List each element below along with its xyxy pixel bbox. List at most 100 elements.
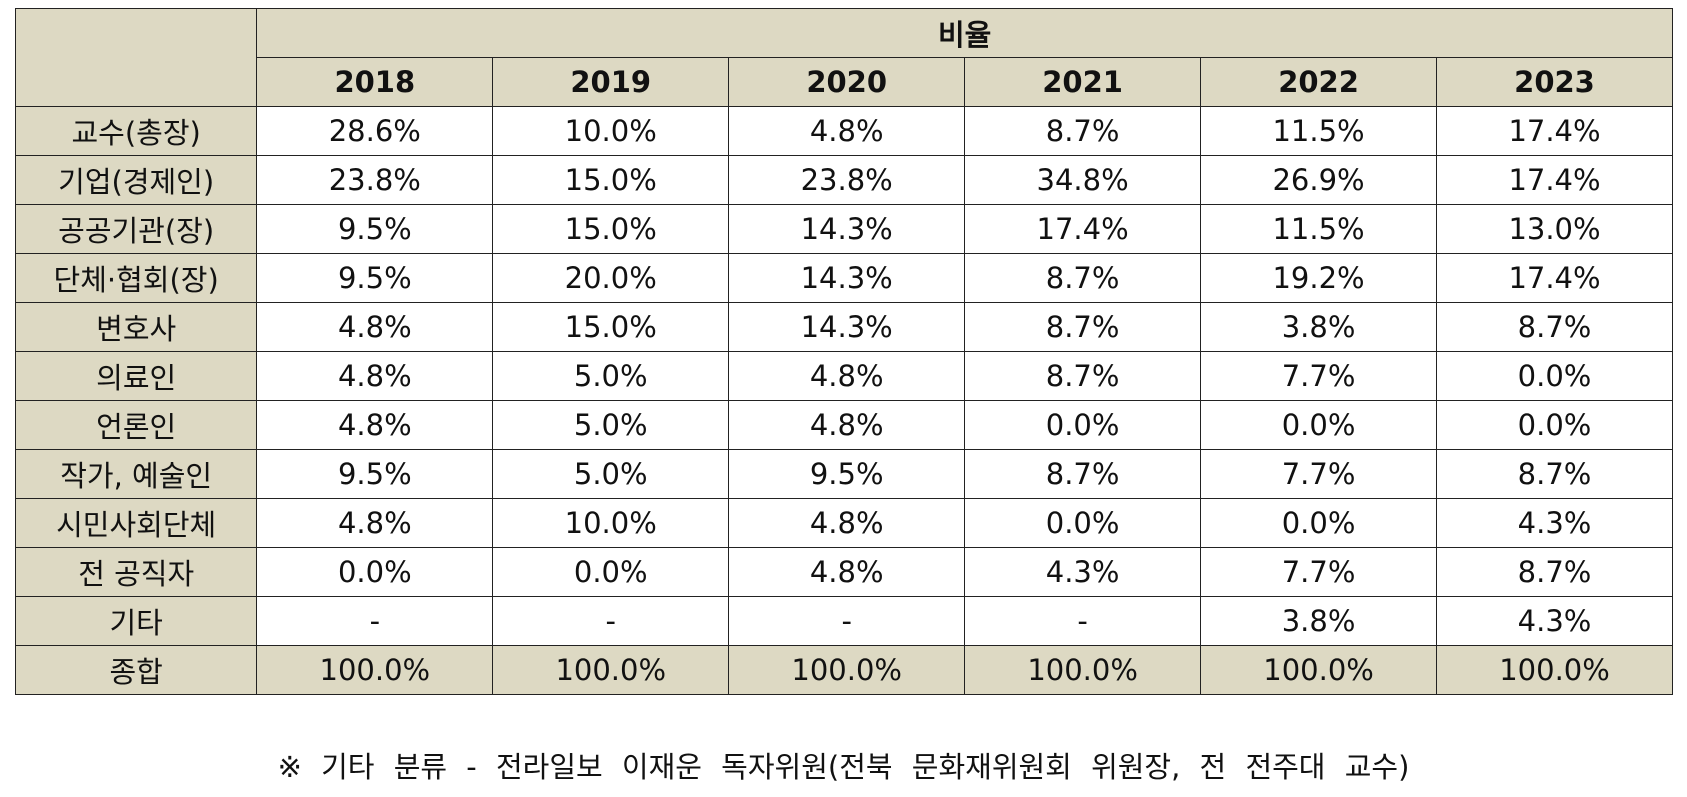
total-value: 100.0% (492, 645, 730, 695)
row-label: 기업(경제인) (14, 155, 258, 205)
year-header: 2021 (964, 57, 1202, 107)
ratio-cell: 34.8% (964, 155, 1202, 205)
ratio-cell: 8.7% (964, 302, 1202, 352)
ratio-cell: 0.0% (1436, 351, 1673, 401)
ratio-cell: 23.8% (728, 155, 966, 205)
year-header: 2018 (256, 57, 494, 107)
ratio-cell: 11.5% (1200, 204, 1438, 254)
ratio-cell: - (256, 596, 494, 646)
table-row: 언론인 4.8% 5.0% 4.8% 0.0% 0.0% 0.0% (14, 400, 1673, 450)
row-label: 언론인 (14, 400, 258, 450)
ratio-cell: 10.0% (492, 106, 730, 156)
ratio-cell: 9.5% (256, 204, 494, 254)
ratio-cell: 5.0% (492, 449, 730, 499)
table-row: 시민사회단체 4.8% 10.0% 4.8% 0.0% 0.0% 4.3% (14, 498, 1673, 548)
ratio-cell: 15.0% (492, 204, 730, 254)
table-row: 의료인 4.8% 5.0% 4.8% 8.7% 7.7% 0.0% (14, 351, 1673, 401)
table-row: 기업(경제인) 23.8% 15.0% 23.8% 34.8% 26.9% 17.4% (14, 155, 1673, 205)
ratio-cell: 10.0% (492, 498, 730, 548)
ratio-cell: 28.6% (256, 106, 494, 156)
ratio-cell: 17.4% (1436, 253, 1673, 303)
ratio-cell: 0.0% (964, 498, 1202, 548)
row-label: 변호사 (14, 302, 258, 352)
ratio-cell: 0.0% (256, 547, 494, 597)
ratio-cell: 4.3% (1436, 596, 1673, 646)
ratio-cell: 15.0% (492, 155, 730, 205)
ratio-cell: 3.8% (1200, 302, 1438, 352)
ratio-cell: - (492, 596, 730, 646)
ratio-cell: 17.4% (1436, 106, 1673, 156)
ratio-cell: 17.4% (964, 204, 1202, 254)
ratio-cell: 0.0% (1200, 498, 1438, 548)
ratio-cell: 4.8% (728, 400, 966, 450)
ratio-cell: 8.7% (1436, 547, 1673, 597)
footnote: ※ 기타 분류 - 전라일보 이재운 독자위원(전북 문화재위원회 위원장, 전… (277, 750, 1410, 784)
year-header: 2019 (492, 57, 730, 107)
total-value: 100.0% (1200, 645, 1438, 695)
year-header: 2020 (728, 57, 966, 107)
ratio-cell: 14.3% (728, 204, 966, 254)
row-label: 공공기관(장) (14, 204, 258, 254)
row-label: 기타 (14, 596, 258, 646)
group-title-ratio: 비율 (256, 8, 1673, 58)
total-label: 종합 (14, 645, 258, 695)
row-label: 단체·협회(장) (14, 253, 258, 303)
ratio-cell: 4.3% (1436, 498, 1673, 548)
row-label: 작가, 예술인 (14, 449, 258, 499)
year-header: 2022 (1200, 57, 1438, 107)
ratio-cell: 7.7% (1200, 547, 1438, 597)
ratio-cell: 0.0% (964, 400, 1202, 450)
ratio-cell: 9.5% (728, 449, 966, 499)
total-value: 100.0% (1436, 645, 1673, 695)
ratio-cell: - (728, 596, 966, 646)
ratio-cell: 4.8% (728, 351, 966, 401)
table-row: 단체·협회(장) 9.5% 20.0% 14.3% 8.7% 19.2% 17.4% (14, 253, 1673, 303)
table-row: 변호사 4.8% 15.0% 14.3% 8.7% 3.8% 8.7% (14, 302, 1673, 352)
ratio-cell: 15.0% (492, 302, 730, 352)
total-row: 종합 100.0% 100.0% 100.0% 100.0% 100.0% 10… (14, 645, 1673, 695)
ratio-cell: 19.2% (1200, 253, 1438, 303)
corner-cell (14, 8, 258, 107)
ratio-cell: 4.8% (728, 498, 966, 548)
ratio-cell: 4.8% (728, 106, 966, 156)
row-label: 교수(총장) (14, 106, 258, 156)
ratio-cell: 7.7% (1200, 449, 1438, 499)
total-value: 100.0% (256, 645, 494, 695)
table-header: 비율 2018 2019 2020 2021 2022 2023 (14, 8, 1673, 107)
header-row-years: 2018 2019 2020 2021 2022 2023 (16, 57, 1673, 107)
ratio-cell: 5.0% (492, 400, 730, 450)
ratio-cell: 4.8% (256, 351, 494, 401)
ratio-cell: 4.8% (728, 547, 966, 597)
ratio-cell: 8.7% (964, 253, 1202, 303)
table-row: 교수(총장) 28.6% 10.0% 4.8% 8.7% 11.5% 17.4% (14, 106, 1673, 156)
ratio-cell: 8.7% (964, 449, 1202, 499)
ratio-cell: 11.5% (1200, 106, 1438, 156)
ratio-cell: 14.3% (728, 302, 966, 352)
table-row: 공공기관(장) 9.5% 15.0% 14.3% 17.4% 11.5% 13.0% (14, 204, 1673, 254)
ratio-cell: 4.8% (256, 400, 494, 450)
table-row: 기타 - - - -3.8% 4.3% (14, 596, 1673, 646)
ratio-cell: 8.7% (1436, 302, 1673, 352)
ratio-cell: 26.9% (1200, 155, 1438, 205)
ratio-cell: 20.0% (492, 253, 730, 303)
table-footer: 종합 100.0% 100.0% 100.0% 100.0% 100.0% 10… (14, 645, 1673, 695)
table-body: 교수(총장) 28.6% 10.0% 4.8% 8.7% 11.5% 17.4% 기업(경제인… (14, 106, 1673, 646)
table-row: 전 공직자 0.0% 0.0% 4.8% 4.3% 7.7% 8.7% (14, 547, 1673, 597)
ratio-cell: 7.7% (1200, 351, 1438, 401)
ratio-table: 비율 2018 2019 2020 2021 2022 2023 교수(총장) 2… (14, 8, 1673, 695)
ratio-cell: 4.3% (964, 547, 1202, 597)
ratio-cell: 4.8% (256, 302, 494, 352)
total-value: 100.0% (964, 645, 1202, 695)
header-row-group: 비율 (14, 8, 1673, 107)
ratio-cell: 9.5% (256, 253, 494, 303)
ratio-cell: 0.0% (492, 547, 730, 597)
total-value: 100.0% (728, 645, 966, 695)
ratio-cell: 8.7% (1436, 449, 1673, 499)
ratio-cell: 0.0% (1200, 400, 1438, 450)
row-label: 의료인 (14, 351, 258, 401)
ratio-cell: 8.7% (964, 351, 1202, 401)
ratio-cell: 5.0% (492, 351, 730, 401)
ratio-cell: 13.0% (1436, 204, 1673, 254)
ratio-cell: 14.3% (728, 253, 966, 303)
ratio-cell: 23.8% (256, 155, 494, 205)
